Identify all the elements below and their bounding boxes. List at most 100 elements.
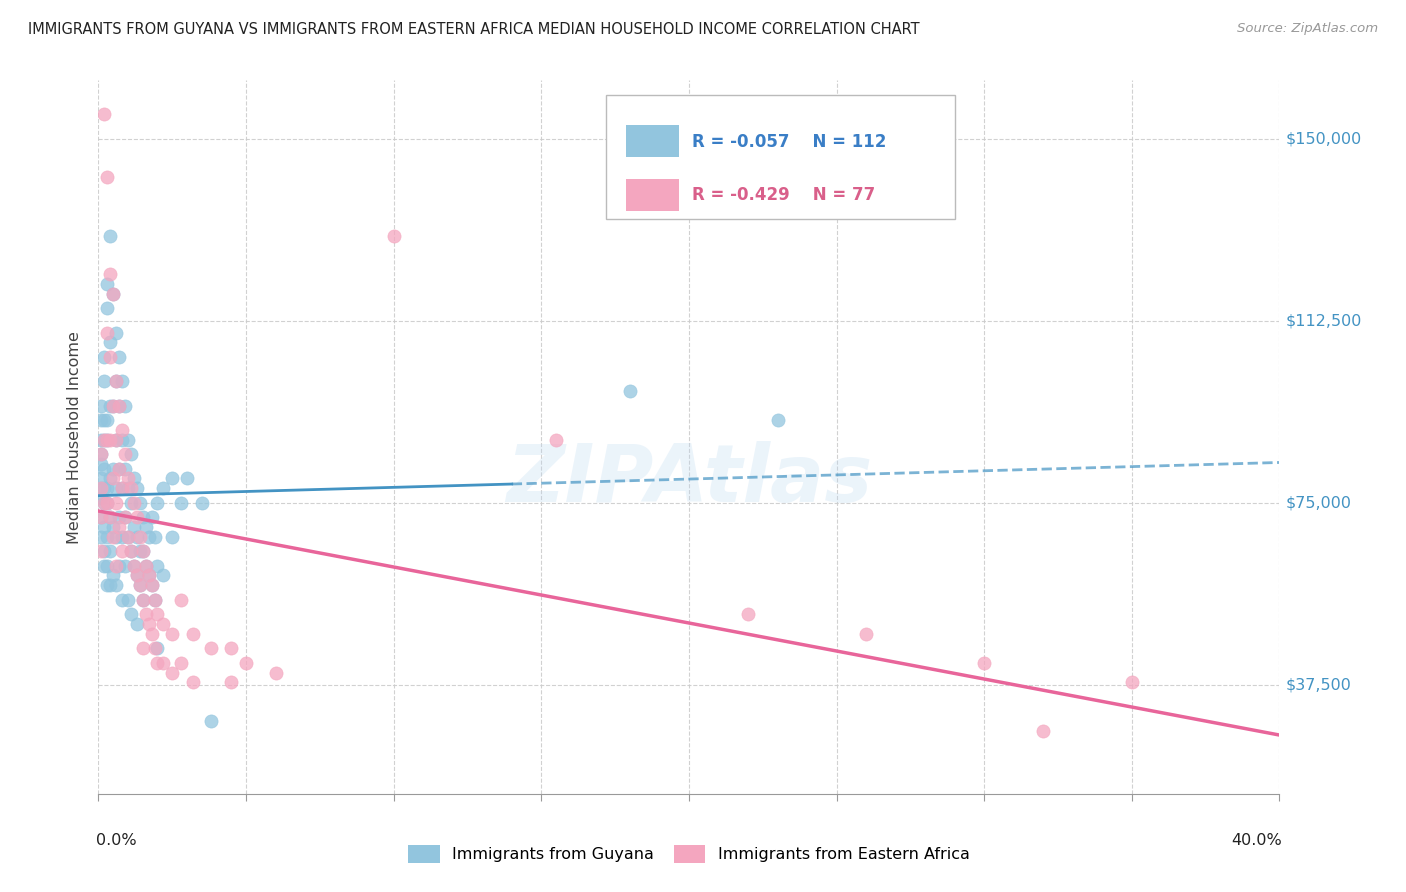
Point: [125, 530, 148, 544]
Point: [128, 578, 150, 592]
Point: [111, 481, 134, 495]
Point: [93, 481, 115, 495]
Point: [141, 626, 163, 640]
Point: [98, 544, 121, 558]
Text: R = -0.057    N = 112: R = -0.057 N = 112: [693, 133, 887, 151]
Bar: [626, 178, 679, 211]
Point: [90, 471, 112, 485]
Point: [120, 544, 142, 558]
Point: [181, 626, 204, 640]
Point: [96, 578, 118, 592]
Text: Source: ZipAtlas.com: Source: ZipAtlas.com: [1237, 22, 1378, 36]
Point: [170, 495, 193, 509]
Text: ZIPAtlas: ZIPAtlas: [506, 441, 872, 519]
Point: [90, 433, 112, 447]
Point: [90, 530, 112, 544]
Point: [125, 568, 148, 582]
Point: [146, 641, 169, 656]
Point: [111, 374, 134, 388]
Point: [135, 520, 157, 534]
Point: [90, 510, 112, 524]
Point: [93, 350, 115, 364]
Point: [90, 510, 112, 524]
Y-axis label: Median Household Income: Median Household Income: [67, 331, 83, 543]
Point: [146, 656, 169, 670]
Point: [152, 568, 174, 582]
Point: [152, 617, 174, 632]
Point: [108, 350, 131, 364]
Text: R = -0.429    N = 77: R = -0.429 N = 77: [693, 186, 876, 204]
Point: [93, 495, 115, 509]
Point: [93, 558, 115, 573]
Point: [105, 374, 128, 388]
Point: [114, 510, 136, 524]
Point: [108, 399, 131, 413]
Point: [219, 675, 242, 690]
Point: [105, 495, 128, 509]
Point: [111, 481, 134, 495]
Point: [141, 510, 163, 524]
Point: [93, 374, 115, 388]
Point: [96, 481, 118, 495]
Point: [117, 481, 139, 495]
Point: [132, 544, 155, 558]
Point: [264, 665, 287, 680]
Point: [96, 277, 118, 292]
Point: [125, 617, 148, 632]
Point: [96, 558, 118, 573]
Point: [98, 268, 121, 282]
Point: [382, 228, 405, 243]
Point: [105, 558, 128, 573]
Point: [108, 461, 131, 475]
Point: [103, 471, 125, 485]
Point: [152, 656, 174, 670]
Point: [93, 107, 115, 121]
Point: [135, 607, 157, 622]
Point: [108, 399, 131, 413]
Point: [235, 656, 257, 670]
Point: [108, 510, 131, 524]
Text: 40.0%: 40.0%: [1232, 833, 1282, 848]
Point: [1121, 675, 1143, 690]
Point: [122, 471, 145, 485]
Point: [90, 399, 112, 413]
Point: [138, 617, 160, 632]
Point: [117, 530, 139, 544]
Point: [146, 558, 169, 573]
Point: [162, 471, 183, 485]
Point: [135, 558, 157, 573]
Point: [114, 510, 136, 524]
Point: [105, 433, 128, 447]
Point: [120, 607, 142, 622]
Point: [111, 530, 134, 544]
Point: [162, 665, 183, 680]
Point: [90, 481, 112, 495]
Legend: Immigrants from Guyana, Immigrants from Eastern Africa: Immigrants from Guyana, Immigrants from …: [404, 840, 974, 868]
Point: [132, 544, 155, 558]
Point: [200, 641, 222, 656]
Point: [1032, 723, 1054, 738]
Point: [96, 495, 118, 509]
Point: [96, 413, 118, 427]
FancyBboxPatch shape: [606, 95, 955, 219]
Point: [93, 433, 115, 447]
Point: [114, 447, 136, 461]
Point: [120, 481, 142, 495]
Point: [219, 641, 242, 656]
Point: [128, 544, 150, 558]
Point: [98, 350, 121, 364]
Point: [105, 374, 128, 388]
Point: [114, 399, 136, 413]
Point: [114, 461, 136, 475]
Point: [103, 568, 125, 582]
Point: [132, 592, 155, 607]
Point: [128, 578, 150, 592]
Point: [105, 433, 128, 447]
Point: [98, 510, 121, 524]
Point: [105, 578, 128, 592]
Point: [128, 495, 150, 509]
Point: [103, 399, 125, 413]
Point: [96, 530, 118, 544]
Point: [141, 578, 163, 592]
Point: [96, 170, 118, 185]
